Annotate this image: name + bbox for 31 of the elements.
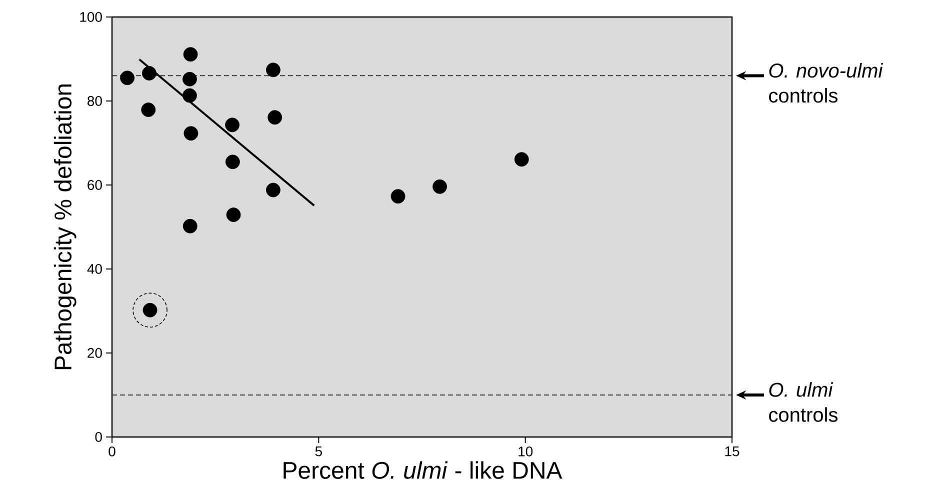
y-tick-label: 40 <box>87 264 102 274</box>
point <box>120 70 134 86</box>
point <box>184 126 198 141</box>
point <box>182 72 197 86</box>
point <box>182 88 197 103</box>
point <box>183 47 198 62</box>
point <box>182 218 198 234</box>
point <box>266 62 280 78</box>
ref-line-label: O. ulmi controls <box>769 382 838 422</box>
x-tick-label: 10 <box>518 446 533 456</box>
point <box>268 110 282 125</box>
x-tick-label: 5 <box>315 446 322 456</box>
point <box>390 189 406 204</box>
y-tick-label: 100 <box>80 12 102 22</box>
point <box>142 66 156 80</box>
point <box>141 102 156 118</box>
x-tick-label: 15 <box>725 446 740 456</box>
point <box>226 154 240 170</box>
point <box>226 208 241 222</box>
point <box>225 118 240 132</box>
y-tick-label: 20 <box>88 348 102 358</box>
ref-line-label: O. novo-ulmi controls <box>769 62 884 103</box>
y-tick-label: 60 <box>88 180 102 190</box>
y-axis-title: Pathogenicity % defoliation <box>54 84 76 370</box>
x-axis-title: Percent O. ulmi - like DNA <box>284 461 562 479</box>
y-tick-label: 80 <box>88 96 102 106</box>
x-tick-label: 0 <box>108 446 116 456</box>
point <box>266 182 280 198</box>
point <box>432 179 447 194</box>
y-tick-label: 0 <box>95 432 102 442</box>
point <box>514 152 529 167</box>
